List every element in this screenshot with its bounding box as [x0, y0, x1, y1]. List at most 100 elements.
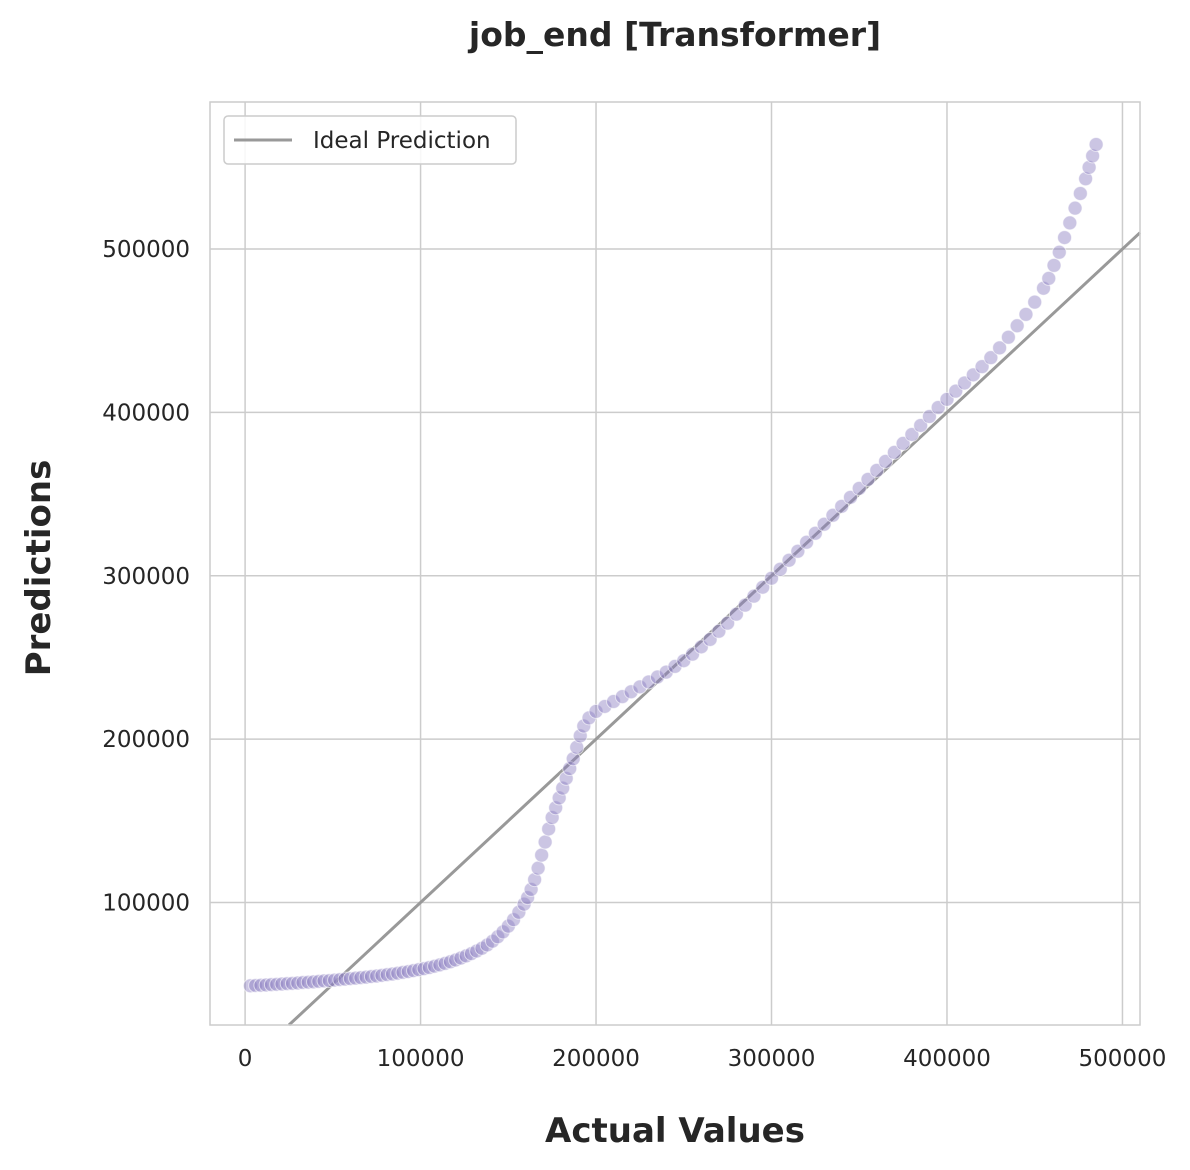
scatter-point	[242, 978, 258, 994]
scatter-point	[537, 834, 553, 850]
scatter-point	[606, 694, 622, 710]
scatter-point	[658, 664, 674, 680]
scatter-point	[495, 924, 511, 940]
scatter-point	[1018, 306, 1034, 322]
scatter-point	[284, 975, 300, 991]
scatter-point	[520, 890, 536, 906]
grid	[210, 102, 1140, 1025]
chart-title: job_end [Transformer]	[467, 15, 881, 54]
scatter-point	[860, 471, 876, 487]
scatter-point	[790, 543, 806, 559]
scatter-point	[1009, 318, 1025, 334]
scatter-point	[1072, 185, 1088, 201]
legend: Ideal Prediction	[223, 115, 517, 165]
scatter-point	[1085, 148, 1101, 164]
y-tick-labels: 100000 200000 300000 400000 500000	[102, 237, 190, 916]
scatter-point	[746, 588, 762, 604]
scatter-point	[565, 751, 581, 767]
scatter-point	[1046, 257, 1062, 273]
scatter-point	[569, 739, 585, 755]
y-tick-label: 200000	[102, 727, 190, 753]
scatter-point	[1000, 329, 1016, 345]
scatter-point	[562, 761, 578, 777]
x-tick-label: 300000	[728, 1046, 816, 1072]
scatter-point	[1062, 215, 1078, 231]
scatter-point	[772, 561, 788, 577]
legend-label-ideal-prediction: Ideal Prediction	[313, 128, 491, 154]
scatter-point	[641, 674, 657, 690]
y-tick-label: 500000	[102, 237, 190, 263]
scatter-point	[274, 976, 290, 992]
scatter-point	[913, 417, 929, 433]
scatter-point	[576, 718, 592, 734]
y-axis-label: Predictions	[19, 460, 59, 677]
scatter-point	[511, 904, 527, 920]
scatter-point	[300, 974, 316, 990]
scatter-point	[316, 973, 332, 989]
y-tick-label: 400000	[102, 400, 190, 426]
scatter-point	[253, 977, 269, 993]
scatter-point	[974, 359, 990, 375]
scatter-point	[825, 507, 841, 523]
scatter-point	[632, 679, 648, 695]
scatter-point	[523, 881, 539, 897]
x-axis-label: Actual Values	[545, 1111, 805, 1151]
scatter-point	[667, 658, 683, 674]
scatter-point	[921, 408, 937, 424]
x-tick-labels: 0 100000 200000 300000 400000 500000	[238, 1046, 1167, 1072]
scatter-point	[904, 426, 920, 442]
scatter-point	[311, 973, 327, 989]
scatter-point	[506, 912, 522, 928]
plot-frame	[209, 101, 1141, 1026]
scatter-point	[1067, 200, 1083, 216]
scatter-point	[530, 860, 546, 876]
x-tick-label: 0	[238, 1046, 253, 1072]
scatter-points	[242, 136, 1104, 994]
scatter-point	[869, 462, 885, 478]
scatter-point	[248, 977, 264, 993]
x-tick-label: 200000	[552, 1046, 640, 1072]
scatter-point	[781, 552, 797, 568]
scatter-point	[816, 516, 832, 532]
scatter-point	[737, 597, 753, 613]
scatter-point	[544, 810, 560, 826]
scatter-point	[558, 770, 574, 786]
scatter-point	[534, 847, 550, 863]
scatter-point	[895, 435, 911, 451]
scatter-point	[834, 498, 850, 514]
scatter-point	[1081, 159, 1097, 175]
x-tick-label: 100000	[377, 1046, 465, 1072]
scatter-point	[1041, 270, 1057, 286]
scatter-point	[541, 821, 557, 837]
scatter-point	[548, 800, 564, 816]
scatter-point	[295, 975, 311, 991]
scatter-point	[1057, 230, 1073, 246]
scatter-point	[764, 570, 780, 586]
scatter-point	[527, 872, 543, 888]
scatter-point	[983, 350, 999, 366]
y-tick-label: 100000	[102, 890, 190, 916]
scatter-point	[851, 480, 867, 496]
scatter-point	[279, 976, 295, 992]
scatter-point	[290, 975, 306, 991]
scatter-point	[614, 689, 630, 705]
scatter-point	[1078, 171, 1094, 187]
scatter-point	[842, 489, 858, 505]
scatter-point	[807, 525, 823, 541]
scatter-point	[269, 976, 285, 992]
scatter-point	[992, 340, 1008, 356]
x-tick-label: 500000	[1079, 1046, 1167, 1072]
scatter-point	[720, 615, 736, 631]
scatter-point	[649, 669, 665, 685]
scatter-point	[1051, 244, 1067, 260]
scatter-point	[572, 728, 588, 744]
scatter-point	[878, 453, 894, 469]
scatter-point	[728, 606, 744, 622]
ideal-prediction-line	[287, 231, 1142, 1027]
scatter-point	[1027, 294, 1043, 310]
scatter-point	[1088, 136, 1104, 152]
scatter-point	[886, 444, 902, 460]
y-tick-label: 300000	[102, 564, 190, 590]
scatter-point	[755, 579, 771, 595]
